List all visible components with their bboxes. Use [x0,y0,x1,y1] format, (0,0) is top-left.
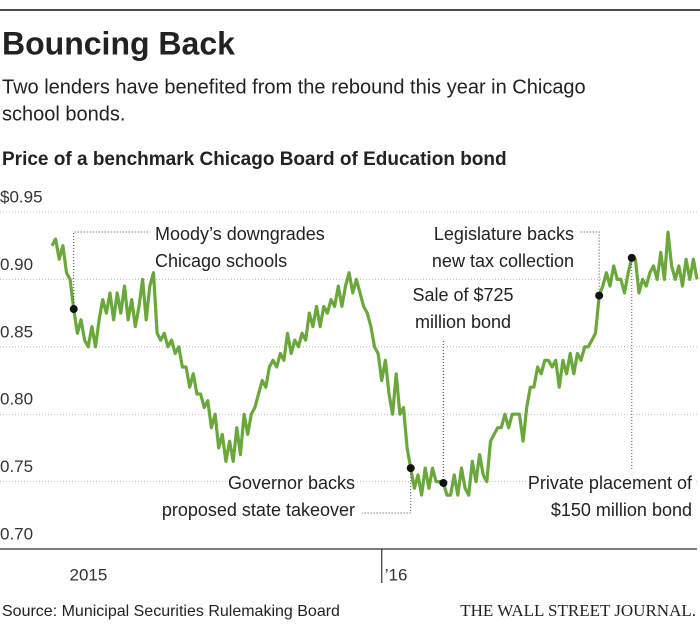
title: Bouncing Back [2,25,235,61]
annotation: Chicago schools [155,251,287,271]
annotation: new tax collection [432,251,574,271]
annotation: Legislature backs [434,224,574,244]
annotation: Sale of $725 [412,285,513,305]
annotation: Governor backs [228,473,355,493]
y-tick-label: 0.90 [0,255,33,274]
leader-line [580,231,600,296]
source: Source: Municipal Securities Rulemaking … [2,603,340,620]
subtitle: Two lenders have benefited from the rebo… [2,76,586,98]
x-tick-label: ’16 [385,565,408,584]
event-dot [627,253,636,262]
y-tick-label: 0.80 [0,390,33,409]
y-tick-label: 0.85 [0,322,33,341]
x-tick-label: 2015 [69,565,107,584]
event-dot [439,478,448,487]
event-dot [406,464,415,473]
annotation: $150 million bond [551,500,692,520]
event-dot [595,291,604,300]
subtitle: school bonds. [2,103,125,125]
price-line [50,230,699,497]
publisher: THE WALL STREET JOURNAL. [460,601,696,620]
annotation: proposed state takeover [162,500,355,520]
chart-title: Price of a benchmark Chicago Board of Ed… [2,149,507,170]
annotation: million bond [415,312,511,332]
y-tick-label: 0.75 [0,457,33,476]
event-dot [69,305,78,314]
annotation: Moody’s downgrades [155,224,325,244]
y-tick-label: 0.70 [0,524,33,543]
y-tick-label: $0.95 [0,187,43,206]
annotation: Private placement of [528,473,693,493]
